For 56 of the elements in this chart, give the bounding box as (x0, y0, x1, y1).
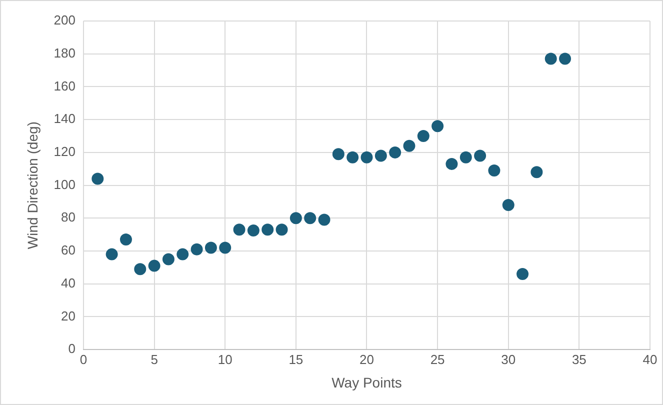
point (403, 140, 416, 152)
x-tick-label: 15 (288, 352, 304, 367)
y-tick-label: 120 (54, 144, 76, 160)
point (204, 242, 217, 254)
x-tick-label: 25 (430, 352, 445, 367)
y-tick-label: 140 (54, 111, 76, 126)
point (432, 120, 444, 132)
point (134, 263, 146, 276)
x-tick-label: 30 (501, 352, 516, 367)
point (544, 52, 557, 65)
x-tick-label: 35 (572, 352, 586, 367)
point (304, 212, 316, 224)
point (417, 130, 430, 142)
point (162, 253, 174, 266)
point (374, 150, 387, 162)
point (488, 164, 500, 177)
point (530, 166, 543, 178)
y-tick-label: 40 (61, 275, 76, 290)
x-tick-label: 0 (80, 352, 88, 367)
point (332, 148, 344, 160)
point (247, 224, 260, 236)
point (559, 52, 572, 65)
point (460, 151, 472, 164)
y-tick-label: 180 (54, 45, 76, 60)
y-tick-label: 160 (54, 78, 76, 94)
point (233, 224, 246, 236)
point (474, 150, 486, 162)
point (290, 212, 302, 224)
point (176, 248, 189, 260)
point (120, 234, 132, 246)
point (190, 243, 203, 256)
point (219, 242, 232, 254)
x-tick-label: 10 (218, 352, 232, 367)
y-tick-label: 60 (61, 242, 76, 258)
point (148, 260, 160, 272)
y-tick-label: 20 (61, 308, 76, 324)
x-tick-label: 40 (642, 352, 658, 367)
y-axis-title: Wind Direction (deg) (24, 121, 40, 250)
point (318, 214, 330, 226)
point (389, 146, 402, 158)
point (360, 151, 373, 164)
y-tick-label: 80 (61, 210, 76, 225)
point (262, 224, 274, 236)
y-tick-label: 100 (54, 176, 76, 192)
x-axis-title: Way Points (332, 374, 402, 390)
point (276, 224, 288, 236)
point (446, 158, 458, 170)
x-tick-label: 5 (150, 352, 158, 367)
point (92, 172, 104, 185)
x-tick-label: 20 (360, 352, 374, 367)
point (502, 199, 514, 212)
y-tick-label: 200 (54, 12, 76, 28)
point (106, 248, 118, 260)
y-tick-label: 0 (68, 341, 76, 356)
point (516, 268, 529, 280)
point (346, 151, 359, 164)
